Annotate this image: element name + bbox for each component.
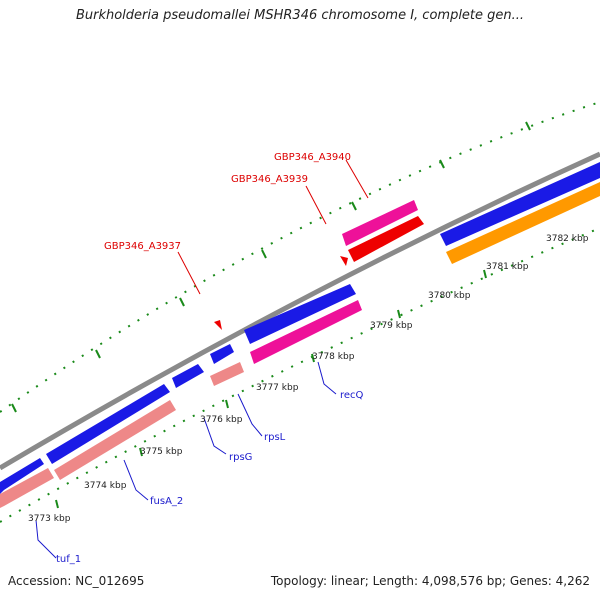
gene-GBP346-A3939-feature[interactable] — [348, 216, 424, 262]
gene-rpsG-feature[interactable] — [172, 364, 204, 388]
tick-label-3780: 3780 kbp — [428, 291, 471, 301]
gene-label-recQ[interactable]: recQ — [340, 390, 364, 401]
gene-light-red-2[interactable] — [54, 400, 176, 480]
gene-label-GBP346-A3939[interactable]: GBP346_A3939 — [231, 174, 308, 185]
reverse-strand-genes — [0, 200, 424, 508]
tick-label-3778: 3778 kbp — [312, 352, 355, 362]
upper-tick-guide — [0, 101, 600, 413]
tick-label-3782: 3782 kbp — [546, 234, 589, 244]
gene-fusA2-feature[interactable] — [46, 384, 170, 464]
gene-label-rpsL[interactable]: rpsL — [264, 432, 286, 443]
tick-labels: 3773 kbp 3774 kbp 3775 kbp 3776 kbp 3777… — [28, 234, 589, 524]
gene-tuf1-feature[interactable] — [0, 458, 44, 494]
tick-label-3777: 3777 kbp — [256, 383, 299, 393]
tick-label-3773: 3773 kbp — [28, 514, 71, 524]
lower-tick-guide — [0, 227, 600, 523]
genome-stats-text: Topology: linear; Length: 4,098,576 bp; … — [270, 574, 590, 588]
tick-label-3776: 3776 kbp — [200, 415, 243, 425]
accession-text: Accession: NC_012695 — [8, 574, 145, 588]
gene-GBP346-A3937-feature[interactable] — [214, 320, 222, 330]
major-tick-marks — [11, 121, 531, 509]
tick-label-3781: 3781 kbp — [486, 262, 529, 272]
tick-label-3775: 3775 kbp — [140, 447, 183, 457]
map-title: Burkholderia pseudomallei MSHR346 chromo… — [75, 8, 525, 23]
gene-label-GBP346-A3940[interactable]: GBP346_A3940 — [274, 152, 351, 163]
reverse-gene-labels: GBP346_A3937 GBP346_A3939 GBP346_A3940 — [104, 152, 351, 252]
gene-orange-feature[interactable] — [446, 182, 600, 264]
gene-label-tuf1[interactable]: tuf_1 — [56, 554, 81, 565]
gene-light-red-1[interactable] — [0, 468, 54, 508]
tick-label-3779: 3779 kbp — [370, 321, 413, 331]
tick-label-3774: 3774 kbp — [84, 481, 127, 491]
gene-pink-recq-adj[interactable] — [250, 300, 362, 364]
gene-small-red-marker[interactable] — [340, 256, 348, 266]
gene-label-GBP346-A3937[interactable]: GBP346_A3937 — [104, 241, 181, 252]
gene-recQ-feature[interactable] — [244, 284, 356, 344]
gene-GBP346-A3940-feature[interactable] — [342, 200, 418, 246]
forward-strand-genes — [0, 162, 600, 494]
gene-label-rpsG[interactable]: rpsG — [229, 452, 252, 463]
chromosome-backbone — [0, 151, 600, 471]
label-leader-lines — [35, 159, 369, 559]
gene-light-red-3[interactable] — [210, 362, 244, 386]
gene-3782-feature[interactable] — [440, 162, 600, 246]
forward-gene-labels: tuf_1 fusA_2 rpsG rpsL recQ — [56, 390, 364, 565]
gene-label-fusA2[interactable]: fusA_2 — [150, 496, 183, 507]
gene-rpsL-feature[interactable] — [210, 344, 234, 364]
